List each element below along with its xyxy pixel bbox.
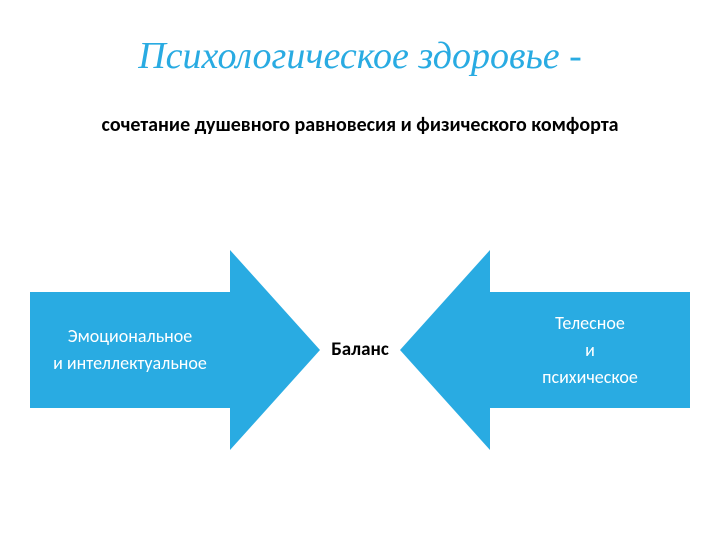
slide: { "title": { "text": "Психологическое зд… [0,0,720,540]
slide-title: Психологическое здоровье - [0,34,720,78]
right-arrow-line1: Телесное [555,310,625,337]
slide-subtitle: сочетание душевного равновесия и физичес… [80,113,640,137]
right-arrow-line3: психическое [542,364,638,391]
center-label: Баланс [0,338,720,361]
